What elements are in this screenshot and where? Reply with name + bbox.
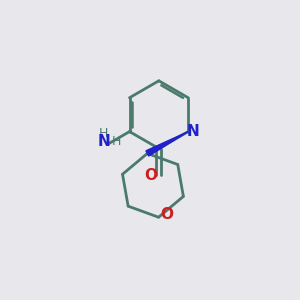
Text: N: N	[187, 124, 200, 139]
Text: O: O	[160, 207, 173, 222]
Text: O: O	[144, 167, 157, 182]
Text: N: N	[97, 134, 110, 149]
Text: H: H	[99, 128, 108, 140]
Polygon shape	[146, 132, 188, 156]
Text: H: H	[111, 135, 121, 148]
